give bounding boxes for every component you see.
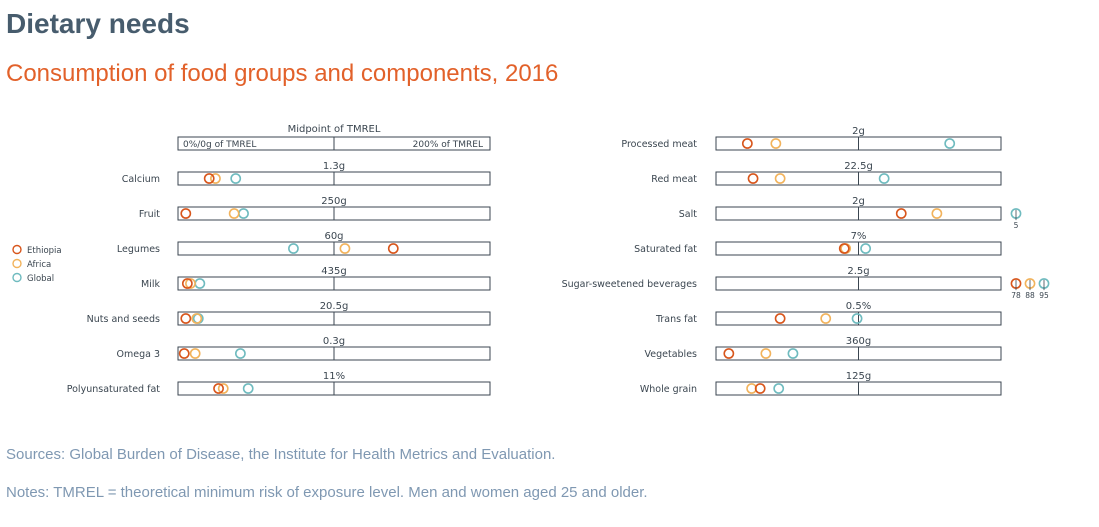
point-global-whole-grain (773, 383, 785, 394)
legend-label-global: Global (27, 274, 54, 284)
point-africa-vegetables (760, 348, 772, 359)
notes-text: Notes: TMREL = theoretical minimum risk … (6, 484, 648, 501)
row-label-red-meat: Red meat (651, 174, 697, 185)
legend-marker-global (12, 272, 22, 283)
tmrel-value-sugar-sweetened-beverages: 2.5g (847, 266, 869, 277)
tmrel-value-salt: 2g (852, 196, 865, 207)
point-ethiopia-salt (895, 208, 907, 219)
point-global-omega-3 (234, 348, 246, 359)
tmrel-value-vegetables: 360g (846, 336, 871, 347)
row-label-salt: Salt (679, 209, 697, 220)
header-right-label: 200% of TMREL (413, 140, 483, 150)
point-ethiopia-trans-fat (774, 313, 786, 324)
tmrel-value-red-meat: 22.5g (844, 161, 873, 172)
point-africa-nuts-and-seeds (191, 313, 203, 324)
legend-marker-africa (12, 258, 22, 269)
row-label-saturated-fat: Saturated fat (634, 244, 697, 255)
point-ethiopia-whole-grain (754, 383, 766, 394)
point-africa-omega-3 (189, 348, 201, 359)
sources-note: Sources: Global Burden of Disease, the I… (6, 446, 556, 463)
point-africa-trans-fat (820, 313, 832, 324)
tmrel-value-saturated-fat: 7% (851, 231, 867, 242)
row-label-legumes: Legumes (117, 244, 160, 255)
point-global-milk (194, 278, 206, 289)
row-label-calcium: Calcium (122, 174, 160, 185)
point-africa-salt (931, 208, 943, 219)
point-global-legumes (288, 243, 299, 254)
tmrel-value-processed-meat: 2g (852, 126, 865, 137)
point-global-red-meat (878, 173, 890, 184)
row-label-trans-fat: Trans fat (655, 314, 697, 325)
dot-plot-chart: Midpoint of TMREL 0%/0g of TMREL 200% of T… (12, 124, 1050, 396)
row-label-vegetables: Vegetables (645, 349, 698, 360)
chart-subtitle: Consumption of food groups and component… (6, 60, 559, 87)
point-ethiopia-calcium (203, 173, 215, 184)
tmrel-value-legumes: 60g (324, 231, 343, 242)
tmrel-header-title: Midpoint of TMREL (288, 124, 381, 135)
point-ethiopia-legumes (387, 243, 399, 254)
point-ethiopia-milk (181, 278, 193, 289)
page-title: Dietary needs (6, 8, 190, 39)
point-ethiopia-red-meat (747, 173, 759, 184)
point-ethiopia-nuts-and-seeds (180, 313, 192, 324)
point-africa-calcium (210, 173, 221, 184)
point-ethiopia-omega-3 (178, 348, 190, 359)
point-ethiopia-saturated-fat (838, 243, 850, 254)
point-africa-fruit (228, 208, 240, 219)
point-ethiopia-processed-meat (741, 138, 753, 149)
overflow-label-africa-sugar-sweetened-beverages: 88 (1025, 291, 1035, 300)
tmrel-value-fruit: 250g (321, 196, 346, 207)
overflow-label-global-salt: 5 (1014, 221, 1019, 230)
point-ethiopia-fruit (180, 208, 192, 219)
tmrel-value-milk: 435g (321, 266, 346, 277)
point-global-vegetables (787, 348, 799, 359)
point-ethiopia-vegetables (723, 348, 735, 359)
point-africa-polyunsaturated-fat (217, 383, 229, 394)
point-global-trans-fat (851, 313, 863, 324)
row-label-processed-meat: Processed meat (621, 139, 697, 150)
point-global-fruit (238, 208, 249, 219)
row-label-milk: Milk (141, 279, 160, 290)
tmrel-value-polyunsaturated-fat: 11% (323, 371, 345, 382)
header-left-label: 0%/0g of TMREL (183, 140, 256, 150)
tmrel-value-whole-grain: 125g (846, 371, 871, 382)
point-global-polyunsaturated-fat (242, 383, 254, 394)
point-africa-legumes (339, 243, 351, 254)
row-label-omega-3: Omega 3 (117, 349, 161, 360)
point-global-saturated-fat (860, 243, 872, 254)
row-label-sugar-sweetened-beverages: Sugar-sweetened beverages (562, 279, 697, 290)
legend-marker-ethiopia (12, 244, 22, 255)
point-africa-processed-meat (770, 138, 782, 149)
row-label-whole-grain: Whole grain (640, 384, 697, 395)
tmrel-value-trans-fat: 0.5% (846, 301, 871, 312)
tmrel-value-omega-3: 0.3g (323, 336, 345, 347)
point-ethiopia-polyunsaturated-fat (213, 383, 224, 394)
tmrel-value-nuts-and-seeds: 20.5g (320, 301, 349, 312)
tmrel-value-calcium: 1.3g (323, 161, 345, 172)
point-africa-milk (185, 278, 196, 289)
point-global-processed-meat (944, 138, 956, 149)
row-label-nuts-and-seeds: Nuts and seeds (87, 314, 160, 325)
row-label-polyunsaturated-fat: Polyunsaturated fat (67, 384, 161, 395)
overflow-label-ethiopia-sugar-sweetened-beverages: 78 (1011, 291, 1021, 300)
row-label-fruit: Fruit (139, 209, 160, 220)
overflow-label-global-sugar-sweetened-beverages: 95 (1039, 291, 1049, 300)
point-africa-red-meat (774, 173, 786, 184)
legend-label-ethiopia: Ethiopia (27, 246, 62, 256)
legend-label-africa: Africa (27, 260, 51, 270)
point-global-calcium (230, 173, 242, 184)
